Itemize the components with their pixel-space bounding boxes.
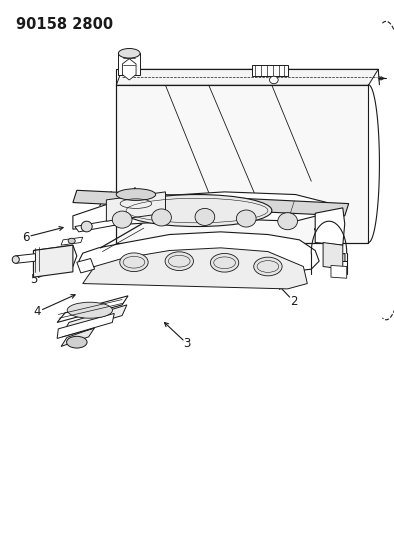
Polygon shape [61, 328, 95, 346]
Polygon shape [61, 237, 83, 245]
Text: 5: 5 [30, 273, 37, 286]
Polygon shape [33, 245, 77, 272]
Ellipse shape [269, 76, 278, 84]
Polygon shape [33, 245, 73, 277]
Polygon shape [83, 248, 307, 289]
Polygon shape [77, 259, 95, 273]
Polygon shape [323, 243, 343, 269]
Polygon shape [116, 85, 368, 243]
Ellipse shape [67, 302, 113, 318]
Text: 1: 1 [341, 252, 349, 265]
Text: 6: 6 [22, 231, 30, 244]
Polygon shape [73, 190, 349, 216]
Ellipse shape [67, 336, 87, 348]
Ellipse shape [210, 254, 239, 272]
Text: 4: 4 [33, 305, 41, 318]
Ellipse shape [122, 195, 272, 227]
Ellipse shape [278, 213, 297, 230]
Polygon shape [79, 232, 319, 272]
Polygon shape [252, 65, 288, 76]
Polygon shape [16, 254, 35, 263]
Ellipse shape [68, 238, 75, 244]
Ellipse shape [195, 208, 215, 225]
Ellipse shape [236, 210, 256, 227]
Text: 90158 2800: 90158 2800 [16, 17, 113, 32]
Text: 3: 3 [184, 337, 191, 350]
Polygon shape [106, 192, 165, 221]
Ellipse shape [12, 256, 19, 263]
Text: 1A: 1A [325, 236, 341, 249]
Text: 8: 8 [128, 193, 136, 206]
Ellipse shape [118, 49, 140, 58]
Ellipse shape [112, 211, 132, 228]
Text: 7: 7 [97, 196, 104, 209]
Polygon shape [57, 313, 114, 338]
Ellipse shape [81, 221, 92, 232]
Ellipse shape [165, 252, 193, 271]
Polygon shape [73, 192, 327, 229]
Polygon shape [315, 208, 345, 245]
Ellipse shape [120, 253, 148, 271]
Polygon shape [75, 219, 122, 232]
Polygon shape [57, 296, 128, 322]
Polygon shape [118, 53, 140, 75]
Polygon shape [63, 305, 127, 333]
Ellipse shape [116, 189, 156, 200]
Polygon shape [331, 265, 347, 278]
Text: 2: 2 [290, 295, 297, 308]
Polygon shape [116, 69, 378, 85]
Ellipse shape [152, 209, 171, 226]
Ellipse shape [254, 257, 282, 276]
